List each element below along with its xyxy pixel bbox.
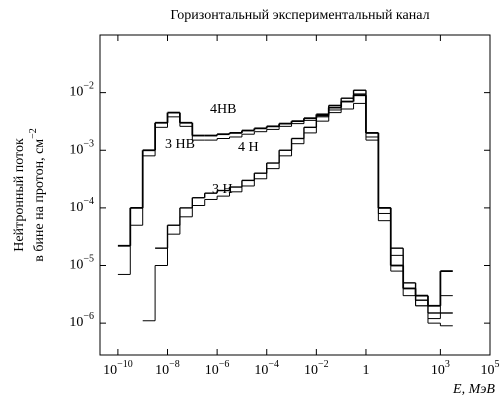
y-axis-label: в бине на протон, см−2 <box>28 128 47 262</box>
chart-title: Горизонтальный экспериментальный канал <box>170 8 429 23</box>
y-tick-label: 10−3 <box>69 139 94 158</box>
series-label: 3 НВ <box>165 137 195 152</box>
y-tick-label: 10−5 <box>69 254 94 273</box>
x-tick-label: 10−6 <box>205 359 230 378</box>
y-tick-label: 10−2 <box>69 81 94 100</box>
y-tick-label: 10−4 <box>69 196 94 215</box>
y-tick-label: 10−6 <box>69 311 94 330</box>
series-label: 4НВ <box>210 102 236 117</box>
x-tick-label: 10−10 <box>103 359 133 378</box>
x-tick-label: 1 <box>362 363 369 378</box>
x-tick-label: 10−4 <box>254 359 279 378</box>
x-tick-label: 105 <box>481 359 500 378</box>
x-tick-label: 103 <box>431 359 450 378</box>
series-label: 4 Н <box>238 140 259 155</box>
x-tick-label: 10−2 <box>304 359 329 378</box>
x-tick-label: 10−8 <box>155 359 180 378</box>
x-axis-label: E, МэВ <box>452 382 495 397</box>
series-label: 3 Н <box>212 182 233 197</box>
y-axis-label: Нейтронный поток <box>12 138 27 252</box>
plot-frame <box>99 34 491 356</box>
